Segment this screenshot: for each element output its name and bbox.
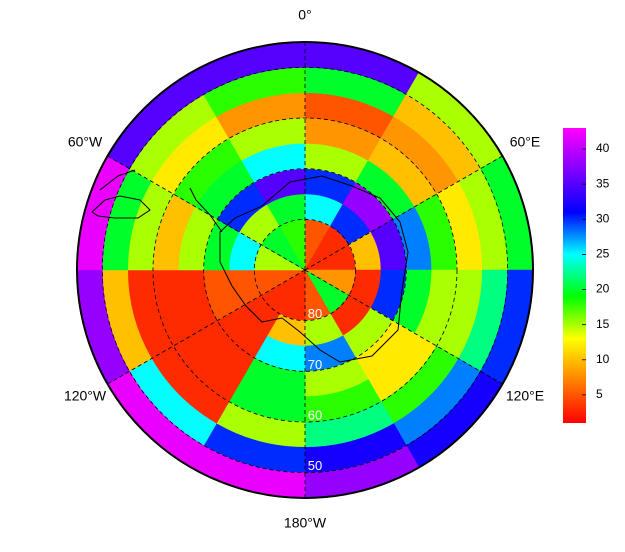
map-border xyxy=(76,41,534,499)
parallel xyxy=(101,66,509,474)
colorbar-label: 20 xyxy=(596,282,610,296)
parallel xyxy=(253,218,357,322)
lon-label: 120°E xyxy=(506,388,544,404)
colorbar-label: 25 xyxy=(596,247,610,261)
parallel xyxy=(152,117,458,423)
heatmap xyxy=(77,42,533,498)
parallel xyxy=(203,168,407,372)
meridian xyxy=(107,155,306,271)
lon-label: 60°E xyxy=(510,134,541,150)
lat-label: 60 xyxy=(308,407,322,422)
colorbar-label: 15 xyxy=(596,317,610,331)
meridian xyxy=(304,155,503,271)
lon-label: 0° xyxy=(298,7,311,23)
lat-label: 80 xyxy=(308,306,322,321)
colorbar: 5 10 15 20 25 30 35 40 xyxy=(563,128,610,423)
lon-label: 180°W xyxy=(284,515,327,531)
lat-label: 50 xyxy=(308,458,322,473)
lat-label: 70 xyxy=(308,357,322,372)
colorbar-label: 40 xyxy=(596,141,610,155)
colorbar-label: 35 xyxy=(596,176,610,190)
meridian xyxy=(304,269,503,385)
graticule xyxy=(101,42,509,498)
colorbar-label: 30 xyxy=(596,211,610,225)
colorbar-label: 5 xyxy=(596,387,603,401)
lon-label: 60°W xyxy=(68,134,103,150)
coastline xyxy=(91,169,151,219)
colorbar-ramp xyxy=(563,128,586,423)
colorbar-label: 10 xyxy=(596,352,610,366)
meridian xyxy=(107,269,306,385)
coastline xyxy=(189,175,409,363)
lon-label: 120°W xyxy=(64,388,107,404)
